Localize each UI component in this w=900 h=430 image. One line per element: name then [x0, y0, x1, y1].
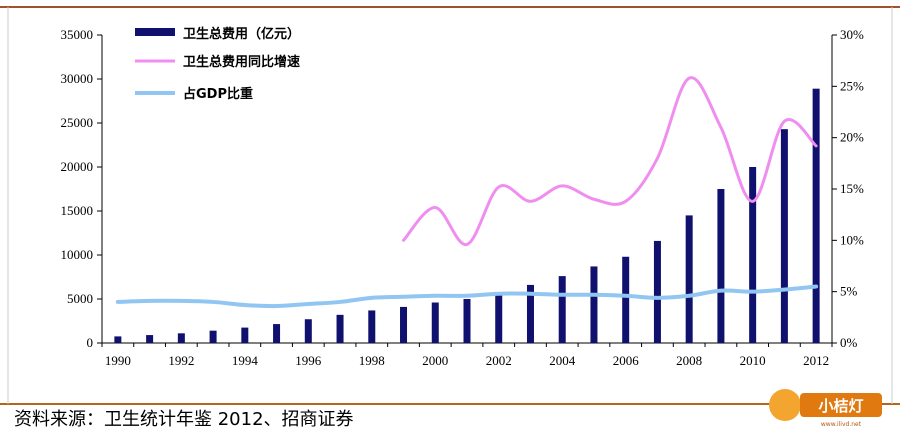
orange-logo-icon: [769, 389, 801, 421]
right-tick-label: 10%: [840, 232, 864, 247]
left-y-ticks: 0 5000 10000 15000 20000 25000 30000 35000: [61, 27, 102, 350]
legend: 卫生总费用（亿元） 卫生总费用同比增速 占GDP比重: [135, 26, 300, 102]
bar-2007: [653, 240, 661, 343]
bar-2000: [431, 302, 439, 343]
right-tick-label: 0%: [840, 335, 858, 350]
bar-2001: [463, 299, 471, 343]
bar-1991: [146, 335, 154, 343]
watermark-logo: 小桔灯 www.ilivd.net: [769, 389, 882, 428]
bar-1994: [241, 327, 249, 343]
bar-1997: [336, 314, 344, 343]
left-tick-label: 35000: [61, 27, 94, 42]
watermark-url: www.ilivd.net: [821, 421, 862, 428]
bar-1999: [400, 306, 408, 343]
legend-label-growth: 卫生总费用同比增速: [183, 54, 300, 70]
x-tick-label: 2008: [676, 353, 702, 368]
left-tick-label: 0: [87, 335, 94, 350]
line-series: [115, 76, 819, 309]
x-ticks: 1990 1992 1994 1996 1998 2000 2002 2004 2006 2008…: [101, 343, 833, 368]
legend-label-expenditure: 卫生总费用（亿元）: [183, 26, 300, 42]
bar-2011: [780, 129, 788, 343]
x-tick-label: 2010: [740, 353, 766, 368]
x-tick-label: 1998: [359, 353, 385, 368]
right-y-ticks: 0% 5% 10% 15% 20% 25% 30%: [832, 27, 864, 350]
x-tick-label: 2004: [549, 353, 576, 368]
bar-2004: [558, 276, 566, 343]
left-tick-label: 25000: [61, 115, 94, 130]
line-growth-rate: [402, 76, 818, 246]
left-tick-label: 15000: [61, 203, 94, 218]
bar-2008: [685, 215, 693, 343]
x-tick-label: 1996: [295, 353, 322, 368]
watermark-text: 小桔灯: [818, 397, 863, 415]
right-tick-label: 20%: [840, 130, 864, 145]
x-tick-label: 1990: [105, 353, 131, 368]
line-gdp-share: [115, 284, 819, 309]
x-tick-label: 2000: [422, 353, 448, 368]
right-tick-label: 5%: [840, 284, 858, 299]
bar-2002: [495, 292, 503, 343]
source-note: 资料来源：卫生统计年鉴 2012、招商证券: [14, 409, 354, 430]
watermark-badge: [800, 393, 882, 417]
x-tick-label: 2006: [613, 353, 640, 368]
x-tick-label: 2012: [803, 353, 829, 368]
bar-series-total-expenditure: [114, 88, 820, 344]
bar-1998: [368, 310, 376, 343]
bar-1996: [304, 319, 312, 343]
left-tick-label: 5000: [67, 291, 93, 306]
left-tick-label: 10000: [61, 247, 94, 262]
x-tick-label: 1994: [232, 353, 259, 368]
x-tick-label: 1992: [168, 353, 194, 368]
left-tick-label: 20000: [61, 159, 94, 174]
bar-1990: [114, 336, 122, 343]
bar-2003: [526, 284, 534, 343]
legend-swatch-bar: [135, 28, 175, 36]
bar-2012: [812, 88, 820, 344]
bar-2005: [590, 266, 598, 343]
bar-1995: [273, 324, 281, 343]
legend-label-gdp-share: 占GDP比重: [183, 86, 253, 102]
left-tick-label: 30000: [61, 71, 94, 86]
bar-2006: [622, 256, 630, 343]
right-tick-label: 25%: [840, 78, 864, 93]
right-tick-label: 15%: [840, 181, 864, 196]
bar-2010: [749, 167, 757, 343]
bar-1992: [177, 333, 185, 343]
x-tick-label: 2002: [486, 353, 512, 368]
bar-2009: [717, 189, 725, 343]
right-tick-label: 30%: [840, 27, 864, 42]
bar-1993: [209, 330, 217, 343]
